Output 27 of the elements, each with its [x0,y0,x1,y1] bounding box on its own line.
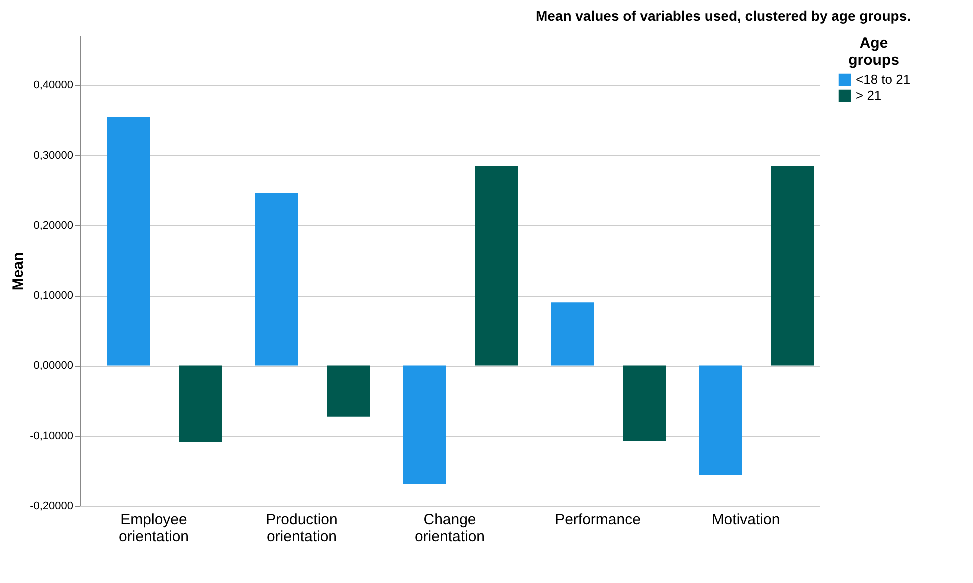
y-tick-label: 0,20000 [34,220,74,232]
x-tick-label: Production orientation [266,512,338,546]
y-tick-label: 0,40000 [34,80,74,92]
legend-label: <18 to 21 [856,72,911,87]
y-tick-label: -0,10000 [30,430,74,442]
bar [699,366,742,476]
bar [403,366,446,484]
x-tick-label: Performance [555,512,641,528]
bar [327,366,370,417]
bar [179,366,222,442]
y-axis-title: Mean [10,252,28,291]
x-tick-label: Change orientation [414,512,486,546]
y-tick-label: 0,30000 [34,150,74,162]
y-tick-label: 0,10000 [34,290,74,302]
bar [255,193,298,366]
legend-title: Age groups [848,35,900,69]
chart-title: Mean values of variables used, clustered by age groups. [536,8,911,24]
bar [107,117,150,366]
legend-label: > 21 [856,88,882,103]
x-tick-label: Motivation [712,512,780,528]
y-tick-label: -0,20000 [30,500,74,512]
x-tick-label: Employee orientation [118,512,190,546]
bar [551,302,594,366]
y-tick-label: 0,00000 [34,360,74,372]
bar [623,366,666,442]
bar [475,166,518,366]
bar [771,166,814,366]
